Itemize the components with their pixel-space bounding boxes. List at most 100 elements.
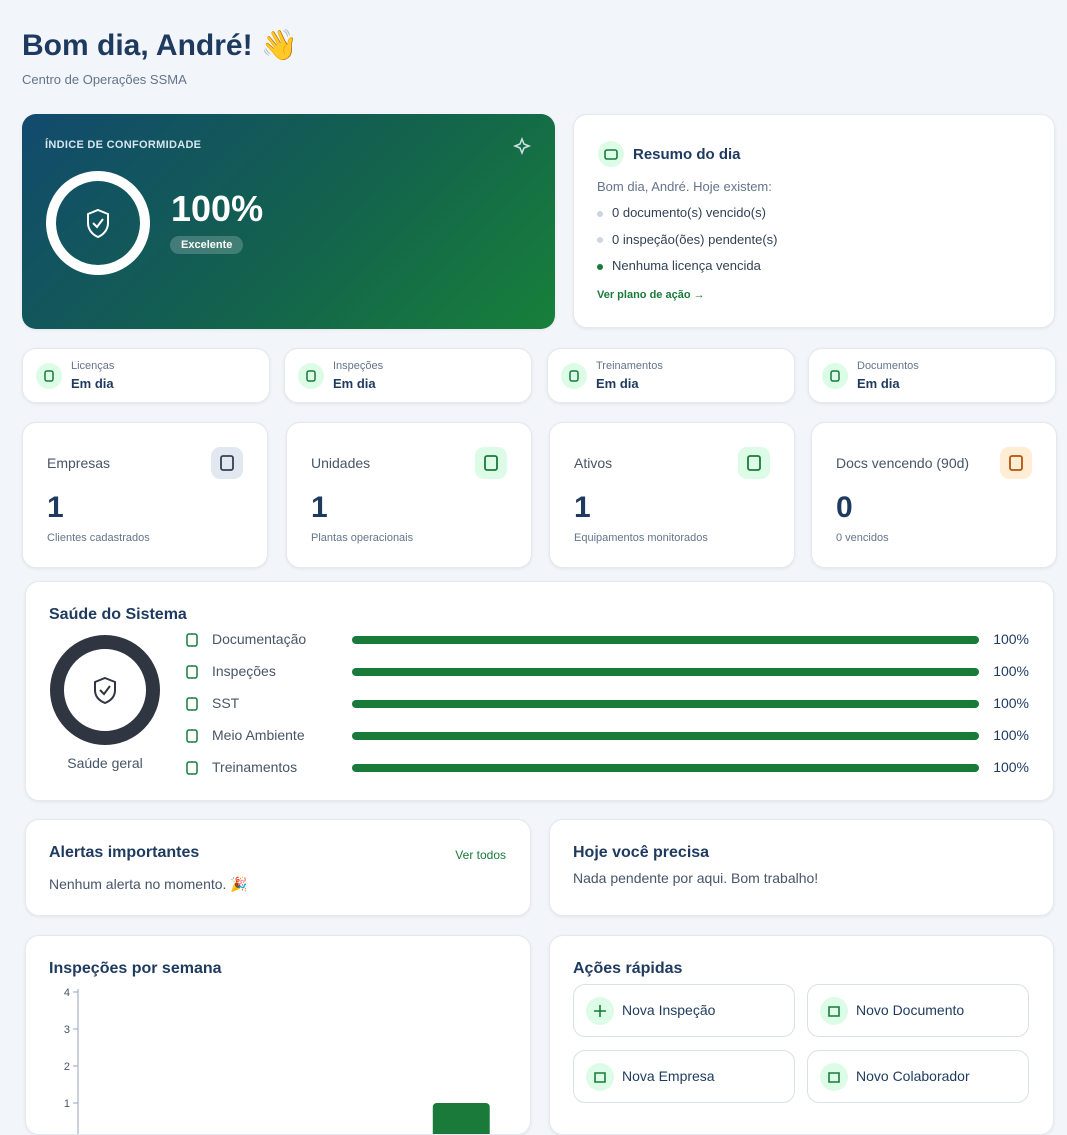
summary-text: Nenhuma licença vencida	[612, 258, 761, 273]
action-plan-link[interactable]: Ver plano de ação →	[597, 289, 705, 301]
quick-action-button[interactable]: Nova Inspeção	[573, 984, 795, 1037]
icon-glyph	[828, 1006, 840, 1017]
health-name: Documentação	[212, 631, 307, 647]
chart: 1 2 3 4	[64, 987, 490, 1134]
health-card: Saúde do Sistema Saúde geral Documentaçã…	[25, 581, 1054, 801]
icon-bg	[738, 447, 770, 479]
icon-glyph	[594, 1005, 606, 1017]
bullet	[597, 263, 603, 270]
icon-glyph	[594, 1072, 606, 1083]
stat-label: Unidades	[311, 455, 371, 471]
y-tick-label: 2	[64, 1061, 70, 1073]
status-label: Inspeções	[333, 360, 384, 372]
stat-card: Docs vencendo (90d) 0 0 vencidos	[811, 422, 1057, 568]
summary-icon	[598, 141, 624, 167]
status-value: Em dia	[596, 376, 639, 391]
stat-icon	[211, 447, 243, 479]
icon-glyph	[569, 370, 579, 382]
health-percent: 100%	[993, 663, 1029, 679]
status-card: Documentos Em dia	[808, 348, 1056, 403]
health-percent: 100%	[993, 759, 1029, 775]
quick-action-label: Novo Documento	[856, 1002, 965, 1018]
icon-glyph	[186, 665, 198, 679]
quick-action-icon	[820, 1063, 848, 1091]
health-name: Treinamentos	[212, 759, 298, 775]
quick-action-button[interactable]: Novo Colaborador	[807, 1050, 1029, 1103]
health-title: Saúde do Sistema	[49, 606, 187, 623]
status-icon	[822, 363, 848, 389]
quick-action-label: Nova Empresa	[622, 1068, 715, 1084]
health-icon	[186, 729, 198, 743]
subtitle: Centro de Operações SSMA	[22, 72, 187, 87]
see-all-link[interactable]: Ver todos	[455, 848, 506, 862]
health-name: Meio Ambiente	[212, 727, 305, 743]
status-value: Em dia	[857, 376, 900, 391]
health-icon	[186, 697, 198, 711]
bullet	[597, 210, 603, 217]
health-bar	[352, 764, 979, 772]
summary-item: Nenhuma licença vencida	[597, 258, 761, 273]
health-name: SST	[212, 695, 240, 711]
icon-glyph	[306, 370, 316, 382]
stat-value: 1	[574, 491, 591, 524]
summary-text: 0 documento(s) vencido(s)	[612, 205, 766, 220]
icon-bg	[211, 447, 243, 479]
status-card: Inspeções Em dia	[284, 348, 532, 403]
health-name: Inspeções	[212, 663, 276, 679]
stat-label: Empresas	[47, 455, 111, 471]
stat-icon	[1000, 447, 1032, 479]
status-card: Licenças Em dia	[22, 348, 270, 403]
summary-intro: Bom dia, André. Hoje existem:	[597, 179, 772, 194]
icon-bg	[475, 447, 507, 479]
compliance-label: ÍNDICE DE CONFORMIDADE	[45, 139, 202, 151]
stat-card: Ativos 1 Equipamentos monitorados	[549, 422, 795, 568]
today-card: Hoje você precisa Nada pendente por aqui…	[549, 819, 1054, 916]
health-percent: 100%	[993, 727, 1029, 743]
y-tick-label: 3	[64, 1024, 70, 1036]
health-bar	[352, 636, 979, 644]
health-bar	[352, 700, 979, 708]
quick-action-icon	[820, 997, 848, 1025]
icon-glyph	[186, 697, 198, 711]
quick-action-button[interactable]: Nova Empresa	[573, 1050, 795, 1103]
status-label: Treinamentos	[596, 360, 663, 372]
health-bar	[352, 732, 979, 740]
icon-glyph	[1009, 455, 1023, 471]
status-value: Em dia	[71, 376, 114, 391]
icon-bg	[298, 363, 324, 389]
summary-text: 0 inspeção(ões) pendente(s)	[612, 231, 778, 247]
stat-label: Ativos	[574, 455, 613, 471]
icon-bg	[1000, 447, 1032, 479]
greeting: Bom dia, André! 👋	[22, 29, 299, 62]
icon-bg	[820, 1063, 848, 1091]
health-overall: Saúde geral	[67, 755, 143, 771]
stat-note: Clientes cadastrados	[47, 532, 150, 544]
stat-value: 1	[47, 491, 64, 524]
stat-card: Empresas 1 Clientes cadastrados	[22, 422, 268, 568]
quick-action-label: Nova Inspeção	[622, 1002, 716, 1018]
stat-icon	[738, 447, 770, 479]
status-value: Em dia	[333, 376, 376, 391]
quick-action-icon	[586, 1063, 614, 1091]
health-bar	[352, 668, 979, 676]
stat-note: Equipamentos monitorados	[574, 532, 708, 544]
summary-title: Resumo do dia	[633, 146, 741, 163]
y-tick-label: 4	[64, 987, 70, 999]
compliance-value: 100%	[171, 188, 264, 229]
compliance-ring	[46, 171, 150, 275]
icon-bg	[36, 363, 62, 389]
sparkle-icon	[512, 136, 532, 156]
icon-bg	[822, 363, 848, 389]
chart-card: Inspeções por semana 1 2 3 4	[25, 935, 531, 1135]
quick-actions-card: Ações rápidas Nova Inspeção Novo Document…	[549, 935, 1054, 1135]
quick-actions-title: Ações rápidas	[573, 960, 683, 977]
icon-glyph	[186, 729, 198, 743]
summary-item: 0 documento(s) vencido(s)	[597, 205, 766, 220]
icon-bg	[561, 363, 587, 389]
stat-card: Unidades 1 Plantas operacionais	[286, 422, 532, 568]
icon-glyph	[220, 455, 234, 471]
health-icon	[186, 761, 198, 775]
icon-bg	[586, 1063, 614, 1091]
quick-action-button[interactable]: Novo Documento	[807, 984, 1029, 1037]
